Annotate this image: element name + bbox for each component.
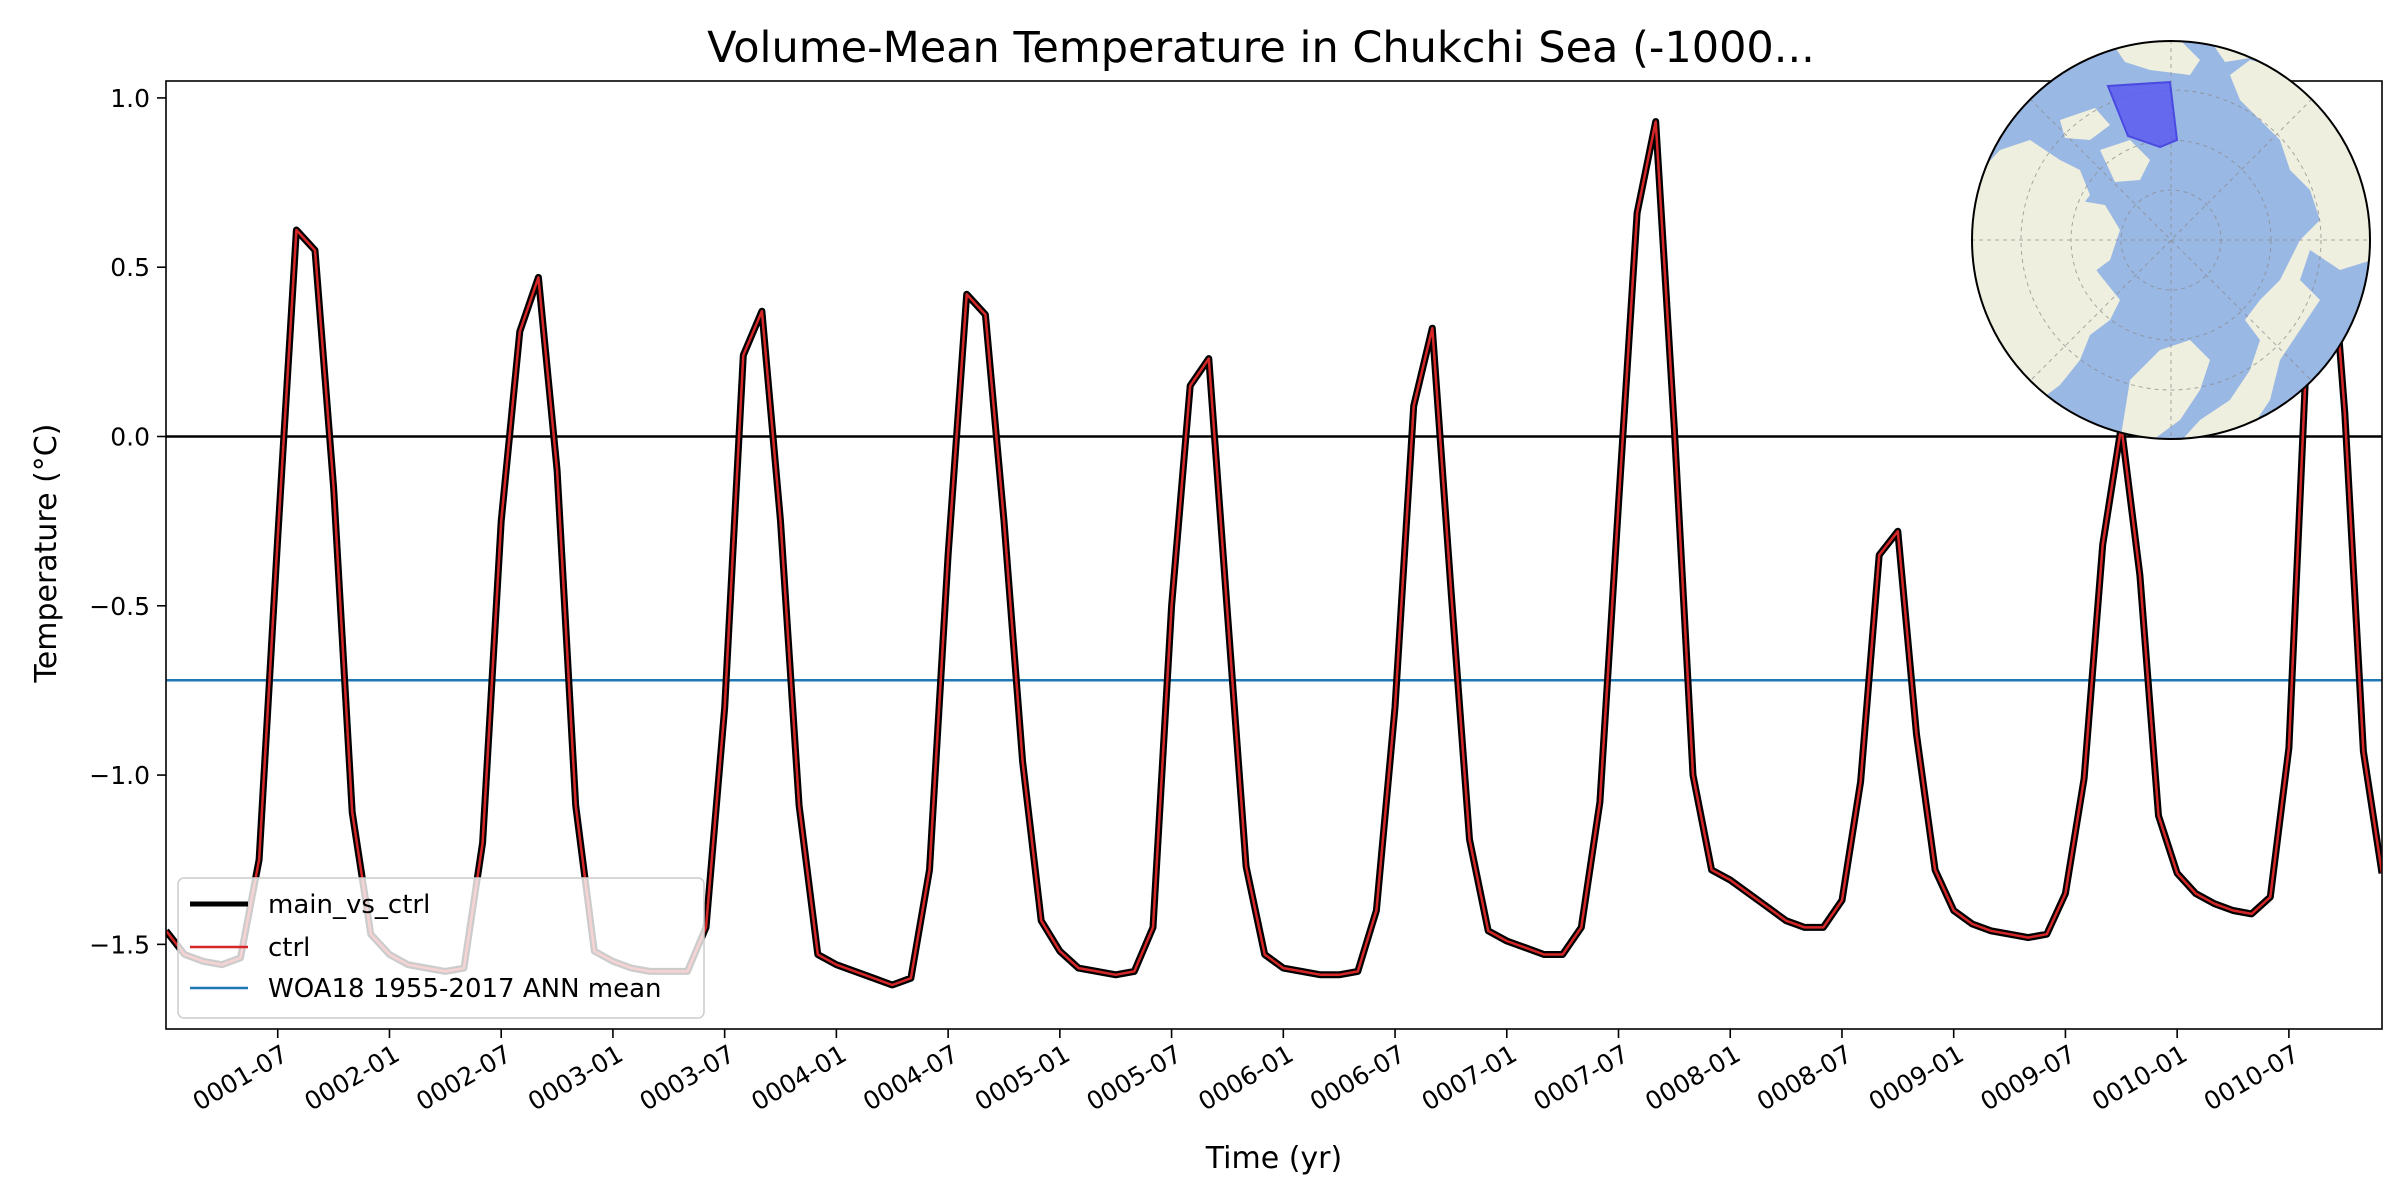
x-axis-label: Time (yr) <box>1205 1141 1342 1176</box>
y-tick-label: 0.5 <box>110 253 150 282</box>
legend-label-ctrl: ctrl <box>268 933 310 963</box>
map-land-arctic-islands <box>2060 108 2150 182</box>
plot-frame <box>165 80 2383 1030</box>
map-highlighted-region <box>2106 80 2179 149</box>
map-land-greenland <box>2040 200 2120 275</box>
legend-box <box>177 877 705 1019</box>
map-land-scandinavia <box>2120 340 2210 439</box>
chart-title: Volume-Mean Temperature in Chukchi Sea (… <box>707 23 1815 73</box>
y-tick-label: −1.0 <box>89 761 150 790</box>
legend-label-woa18: WOA18 1955-2017 ANN mean <box>268 974 662 1004</box>
y-axis-label: Temperature (°C) <box>29 424 64 684</box>
y-tick-label: 1.0 <box>110 84 150 113</box>
y-tick-label: −1.5 <box>89 930 150 959</box>
data-layer <box>166 118 2382 989</box>
legend-label-main-vs-ctrl: main_vs_ctrl <box>268 890 430 920</box>
inset-polar-map <box>1971 40 2371 440</box>
y-tick-label: 0.0 <box>110 423 150 452</box>
series-line-ctrl <box>166 120 2382 987</box>
y-axis: 1.0 0.5 0.0 −0.5 −1.0 −1.5 <box>89 84 166 959</box>
map-land-north-america <box>1972 140 2120 420</box>
y-tick-label: −0.5 <box>89 592 150 621</box>
map-border <box>1971 40 2371 440</box>
legend: main_vs_ctrl ctrl WOA18 1955-2017 ANN me… <box>177 877 705 1019</box>
map-land-eurasia <box>2180 60 2370 439</box>
